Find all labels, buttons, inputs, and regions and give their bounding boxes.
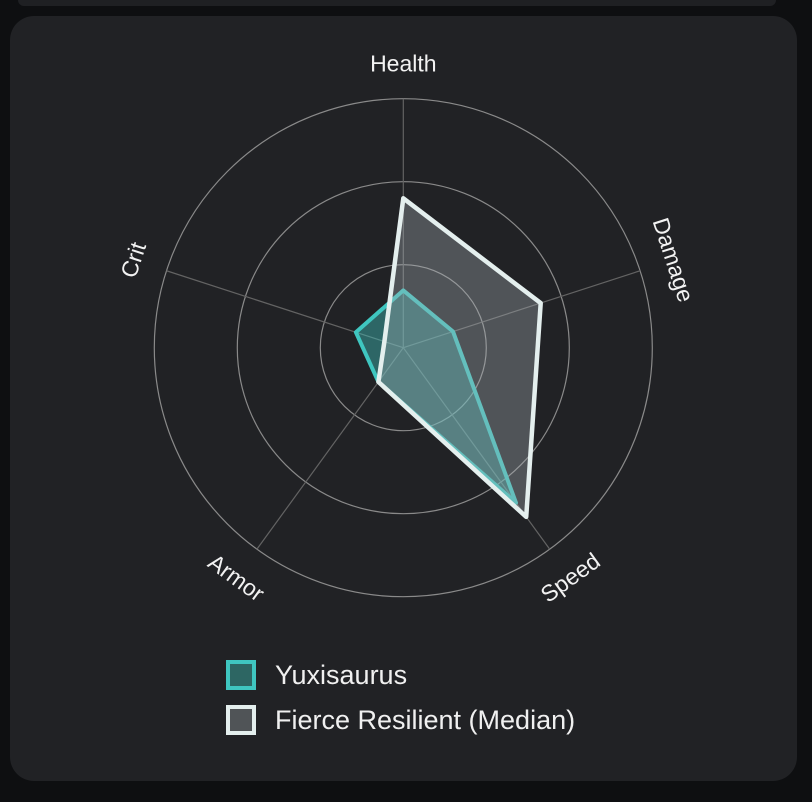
legend-item-yuxisaurus[interactable]: Yuxisaurus	[226, 660, 575, 690]
axis-label-speed: Speed	[536, 547, 605, 607]
legend-item-fierce-resilient-median[interactable]: Fierce Resilient (Median)	[226, 705, 575, 735]
legend-swatch-fierce-resilient-median	[226, 705, 256, 735]
axis-line-damage	[403, 270, 641, 349]
legend-label-yuxisaurus: Yuxisaurus	[275, 659, 408, 690]
radar-chart: Health Damage Speed Armor Crit	[115, 51, 700, 608]
axis-line-crit	[166, 270, 404, 349]
radar-chart-card: Health Damage Speed Armor Crit Yuxisaurus Fi…	[10, 16, 797, 781]
axis-label-damage: Damage	[648, 215, 700, 306]
axis-label-health: Health	[370, 51, 436, 77]
legend-swatch-yuxisaurus	[226, 660, 256, 690]
chart-legend: Yuxisaurus Fierce Resilient (Median)	[226, 660, 575, 735]
legend-label-fierce-resilient-median: Fierce Resilient (Median)	[275, 704, 576, 735]
partial-card-above	[18, 0, 776, 6]
axis-label-crit: Crit	[115, 238, 151, 281]
axis-label-armor: Armor	[203, 549, 269, 607]
series-polygon-fierce-resilient-median	[376, 196, 543, 520]
